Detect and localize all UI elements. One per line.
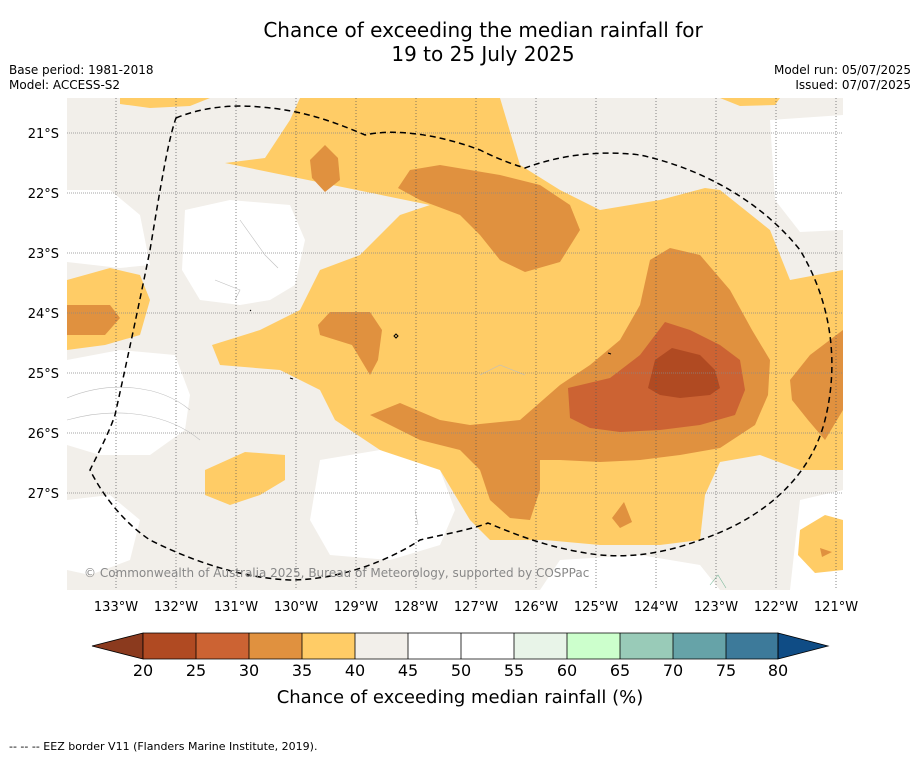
model-name-text: Model: ACCESS-S2 — [9, 78, 121, 92]
colorbar-tick: 80 — [768, 661, 788, 680]
colorbar-tick: 40 — [345, 661, 365, 680]
colorbar-swatch — [461, 633, 514, 659]
colorbar-tick: 50 — [451, 661, 471, 680]
colorbar-dividers — [142, 632, 779, 660]
band-30-35-regions — [67, 145, 843, 557]
orange-region-top-right — [720, 98, 780, 106]
white-region-west-central — [182, 200, 305, 305]
white-region-south — [540, 555, 720, 590]
colorbar-tick: 75 — [716, 661, 736, 680]
dark-orange-region-main — [370, 248, 770, 520]
graticule-meridians — [115, 98, 837, 590]
lat-label: 27°S — [28, 487, 59, 502]
orange-region-southwest — [205, 452, 285, 505]
lon-label: 121°W — [814, 600, 858, 615]
contour-lines — [67, 219, 727, 589]
lat-label: 25°S — [28, 367, 59, 382]
colorbar-tick: 60 — [557, 661, 577, 680]
lon-label: 128°W — [394, 600, 438, 615]
colorbar-tick: 45 — [398, 661, 418, 680]
issued-text: Issued: 07/07/2025 — [795, 78, 911, 92]
dark-orange-region-southeast-small — [820, 548, 832, 557]
run-info: Model run: 05/07/2025 Issued: 07/07/2025 — [774, 63, 911, 93]
colorbar-tick: 30 — [239, 661, 259, 680]
lat-label: 23°S — [28, 247, 59, 262]
colorbar-tick: 35 — [292, 661, 312, 680]
longitude-labels: 133°W 132°W 131°W 130°W 129°W 128°W 127°… — [94, 600, 858, 615]
dark-orange-region-central-west — [318, 312, 382, 375]
graticule-parallels — [67, 132, 843, 494]
dark-orange-region-north — [398, 165, 580, 272]
lat-label: 21°S — [28, 127, 59, 142]
colorbar-swatch — [355, 633, 408, 659]
white-region-northeast — [770, 115, 843, 232]
colorbar-swatch — [408, 633, 461, 659]
latitude-labels: 21°S 22°S 23°S 24°S 25°S 26°S 27°S — [28, 127, 59, 502]
colorbar-swatch — [620, 633, 673, 659]
colorbar-tick: 25 — [186, 661, 206, 680]
colorbar-swatch — [143, 633, 196, 659]
model-info: Base period: 1981-2018 Model: ACCESS-S2 — [9, 63, 154, 93]
lon-label: 129°W — [334, 600, 378, 615]
orange-region-top-left — [120, 98, 210, 108]
colorbar: 20 25 30 35 40 45 50 55 60 65 70 75 80 C… — [91, 632, 830, 708]
white-region-west — [67, 190, 150, 268]
band-20-25-region — [648, 348, 720, 398]
small-marks — [249, 309, 612, 380]
colorbar-tick: 20 — [133, 661, 153, 680]
lat-label: 24°S — [28, 307, 59, 322]
dark-orange-region-east — [790, 330, 843, 440]
lat-label: 26°S — [28, 427, 59, 442]
lon-label: 130°W — [274, 600, 318, 615]
dark-orange-region-west — [67, 305, 120, 335]
lat-label: 22°S — [28, 187, 59, 202]
title-line-1: Chance of exceeding the median rainfall … — [263, 18, 703, 42]
white-region-southwest — [67, 350, 190, 455]
colorbar-tick: 70 — [663, 661, 683, 680]
lon-label: 133°W — [94, 600, 138, 615]
colorbar-swatch — [726, 633, 778, 659]
lon-label: 123°W — [694, 600, 738, 615]
white-region-south-center — [310, 450, 455, 560]
model-run-text: Model run: 05/07/2025 — [773, 63, 911, 77]
colorbar-swatch — [673, 633, 726, 659]
colorbar-swatch — [196, 633, 249, 659]
lon-label: 132°W — [154, 600, 198, 615]
colorbar-tick-labels: 20 25 30 35 40 45 50 55 60 65 70 75 80 — [133, 661, 788, 680]
eez-footnote: -- -- -- EEZ border V11 (Flanders Marine… — [9, 740, 318, 753]
colorbar-above80-arrow — [777, 632, 830, 660]
copyright-credit: © Commonwealth of Australia 2025, Bureau… — [84, 566, 589, 580]
graticule — [67, 98, 843, 590]
dark-orange-region-small-south — [612, 502, 632, 528]
eez-boundary — [89, 105, 833, 581]
orange-region-southeast — [798, 515, 843, 573]
colorbar-swatch — [514, 633, 567, 659]
title-line-2: 19 to 25 July 2025 — [391, 42, 575, 66]
colorbar-tick: 55 — [504, 661, 524, 680]
dark-orange-region-small-north — [310, 145, 340, 192]
lon-label: 125°W — [574, 600, 618, 615]
map-plot-area: © Commonwealth of Australia 2025, Bureau… — [67, 98, 843, 590]
lon-label: 122°W — [754, 600, 798, 615]
lon-label: 126°W — [514, 600, 558, 615]
band-45-55-regions — [67, 115, 843, 590]
lon-label: 131°W — [214, 600, 258, 615]
lon-label: 127°W — [454, 600, 498, 615]
map-title: Chance of exceeding the median rainfall … — [0, 18, 919, 66]
colorbar-swatch — [567, 633, 620, 659]
base-period-text: Base period: 1981-2018 — [9, 63, 154, 77]
colorbar-below20-arrow — [91, 632, 144, 660]
lon-label: 124°W — [634, 600, 678, 615]
colorbar-tick: 65 — [610, 661, 630, 680]
colorbar-swatch — [302, 633, 355, 659]
colorbar-swatch — [249, 633, 302, 659]
colorbar-title: Chance of exceeding median rainfall (%) — [277, 687, 644, 708]
